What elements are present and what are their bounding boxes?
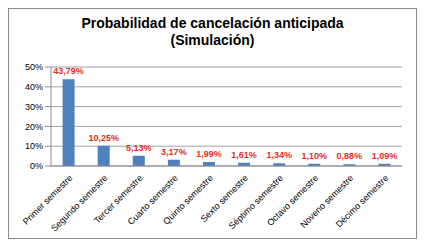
- svg-text:Noveno semestre: Noveno semestre: [298, 172, 356, 230]
- svg-text:Quinto semestre: Quinto semestre: [161, 172, 215, 227]
- svg-text:10,25%: 10,25%: [88, 133, 119, 143]
- svg-text:1,99%: 1,99%: [196, 149, 222, 159]
- svg-text:Cuarto semestre: Cuarto semestre: [125, 172, 180, 227]
- svg-text:43,79%: 43,79%: [53, 66, 84, 76]
- svg-text:1,34%: 1,34%: [266, 150, 292, 160]
- svg-text:Sexto semestre: Sexto semestre: [198, 172, 250, 225]
- html-text:(Simulación): (Simulación): [170, 32, 255, 48]
- svg-text:5,13%: 5,13%: [126, 143, 152, 153]
- html-text:Probabilidad de cancelación an: Probabilidad de cancelación anticipada: [81, 15, 344, 31]
- svg-text:0,88%: 0,88%: [337, 151, 363, 161]
- svg-text:10%: 10%: [25, 141, 43, 151]
- svg-text:Tercer semestre: Tercer semestre: [92, 172, 145, 226]
- svg-text:1,61%: 1,61%: [231, 150, 257, 160]
- svg-text:Décimo semestre: Décimo semestre: [334, 173, 391, 230]
- svg-text:Primer semestre: Primer semestre: [20, 172, 75, 227]
- svg-text:0%: 0%: [30, 161, 43, 171]
- svg-text:50%: 50%: [25, 62, 43, 72]
- svg-text:Segundo semestre: Segundo semestre: [49, 173, 109, 233]
- svg-text:Octavo semestre: Octavo semestre: [265, 172, 321, 228]
- svg-text:1,10%: 1,10%: [302, 151, 328, 161]
- svg-text:1,09%: 1,09%: [372, 151, 398, 161]
- svg-text:20%: 20%: [25, 122, 43, 132]
- svg-text:Séptimo semestre: Séptimo semestre: [226, 172, 286, 232]
- svg-text:40%: 40%: [25, 82, 43, 92]
- svg-text:30%: 30%: [25, 102, 43, 112]
- svg-text:3,17%: 3,17%: [161, 147, 187, 157]
